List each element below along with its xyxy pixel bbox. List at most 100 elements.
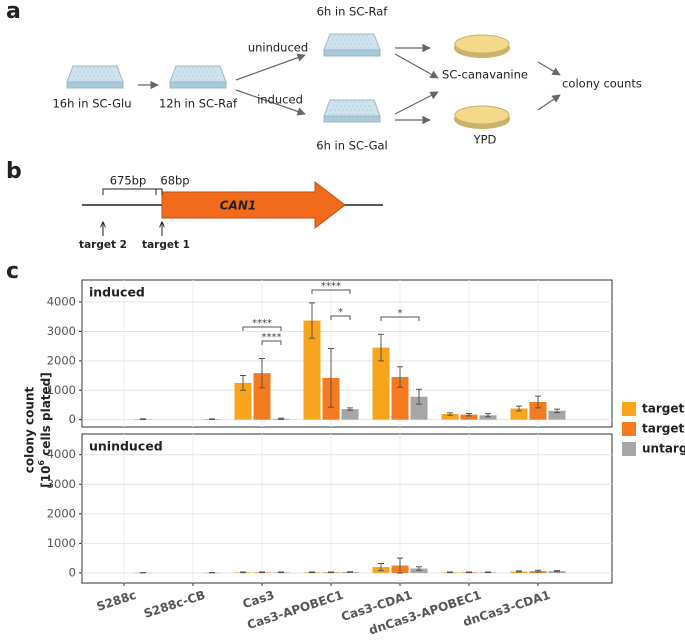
x-tick-label: S288c-CB [142, 588, 207, 621]
error-bar [309, 302, 315, 339]
step-label: 16h in SC-Glu [52, 97, 131, 111]
sig-bracket [242, 326, 282, 331]
y-tick-label: 4000 [47, 295, 76, 309]
bar [510, 408, 528, 420]
error-bar [347, 571, 353, 573]
error-bar [466, 571, 472, 574]
plate-icon [323, 99, 381, 123]
y-tick-label: 1000 [47, 536, 76, 550]
sig-label: **** [321, 281, 341, 292]
y-tick-label: 4000 [47, 447, 76, 461]
error-bar [240, 571, 246, 574]
y-axis-label: colony count [23, 387, 37, 474]
legend-swatch [622, 442, 636, 456]
condition-label: 6h in SC-Raf [317, 5, 389, 19]
distance-label: 68bp [160, 174, 189, 188]
sig-label: * [398, 308, 403, 319]
facet-title: induced [89, 285, 145, 300]
error-bar [416, 388, 422, 405]
error-bar [516, 405, 522, 412]
error-bar [140, 418, 146, 421]
target-label: target 2 [79, 239, 127, 251]
plate-icon [169, 65, 227, 89]
y-tick-label: 3000 [47, 477, 76, 491]
bar [303, 320, 321, 420]
y-tick-label: 1000 [47, 383, 76, 397]
facet-title: uninduced [89, 439, 163, 454]
error-bar [328, 571, 334, 574]
error-bar [347, 407, 353, 411]
plate-label: SC-canavanine [442, 68, 528, 82]
panel-label: a [6, 0, 21, 24]
sig-label: * [338, 307, 343, 318]
sig-bracket [261, 340, 282, 345]
error-bar [397, 366, 403, 388]
gene-arrow [161, 180, 346, 230]
bar [548, 410, 566, 420]
result-label: colony counts [562, 77, 642, 91]
plate-icon [323, 33, 381, 57]
y-label-part: cells plated] [39, 372, 53, 460]
y-label-part: [10 [39, 466, 53, 488]
error-bar [259, 571, 265, 574]
error-bar [378, 562, 384, 572]
plate-icon [66, 65, 124, 89]
bar [410, 396, 428, 420]
error-bar [447, 412, 453, 416]
y-tick-label: 3000 [47, 324, 76, 338]
error-bar [309, 571, 315, 574]
arrows [138, 43, 561, 125]
bar [479, 415, 497, 420]
bar [441, 414, 459, 420]
plot-area [81, 433, 613, 584]
error-bar [278, 417, 284, 420]
error-bar [554, 408, 560, 414]
target-label: target 1 [142, 239, 190, 251]
error-bar [278, 571, 284, 574]
step-label: 12h in SC-Raf [159, 97, 238, 111]
legend-label: target 1 [642, 402, 685, 416]
y-label-sup: 6 [37, 460, 46, 466]
error-bar [328, 348, 334, 408]
y-tick-label: 0 [69, 412, 76, 426]
error-bar [535, 395, 541, 409]
error-bar [209, 418, 215, 421]
error-bar [516, 570, 522, 573]
error-bar [554, 570, 560, 573]
error-bar [466, 412, 472, 417]
error-bar [535, 569, 541, 573]
error-bar [259, 357, 265, 389]
bar [372, 347, 390, 420]
sig-bracket [330, 315, 351, 320]
error-bar [397, 557, 403, 574]
dish-icon [453, 105, 511, 130]
panel-label: c [6, 259, 19, 284]
error-bar [485, 413, 491, 418]
bar [234, 382, 252, 420]
panel-label: b [6, 159, 22, 184]
bar [253, 373, 271, 420]
branch-label: induced [257, 93, 303, 107]
y-tick-label: 2000 [47, 506, 76, 520]
dish-icon [453, 34, 511, 59]
bar [460, 414, 478, 420]
sig-bracket [380, 316, 420, 321]
error-bar [447, 571, 453, 574]
legend-label: target 2 [642, 422, 685, 436]
legend-label: untargeted [642, 442, 685, 456]
y-tick-label: 0 [69, 565, 76, 579]
error-bar [378, 333, 384, 362]
distance-label: 675bp [110, 174, 147, 188]
bar [529, 402, 547, 420]
plate-label: YPD [473, 133, 497, 147]
x-tick-label: Cas3 [241, 588, 276, 611]
sig-bracket [311, 289, 351, 294]
legend-swatch [622, 402, 636, 416]
error-bar [485, 571, 491, 574]
legend-swatch [622, 422, 636, 436]
branch-label: uninduced [248, 41, 308, 55]
x-tick-label: S288c [95, 588, 138, 614]
error-bar [416, 566, 422, 571]
gene-label: CAN1 [220, 199, 257, 213]
